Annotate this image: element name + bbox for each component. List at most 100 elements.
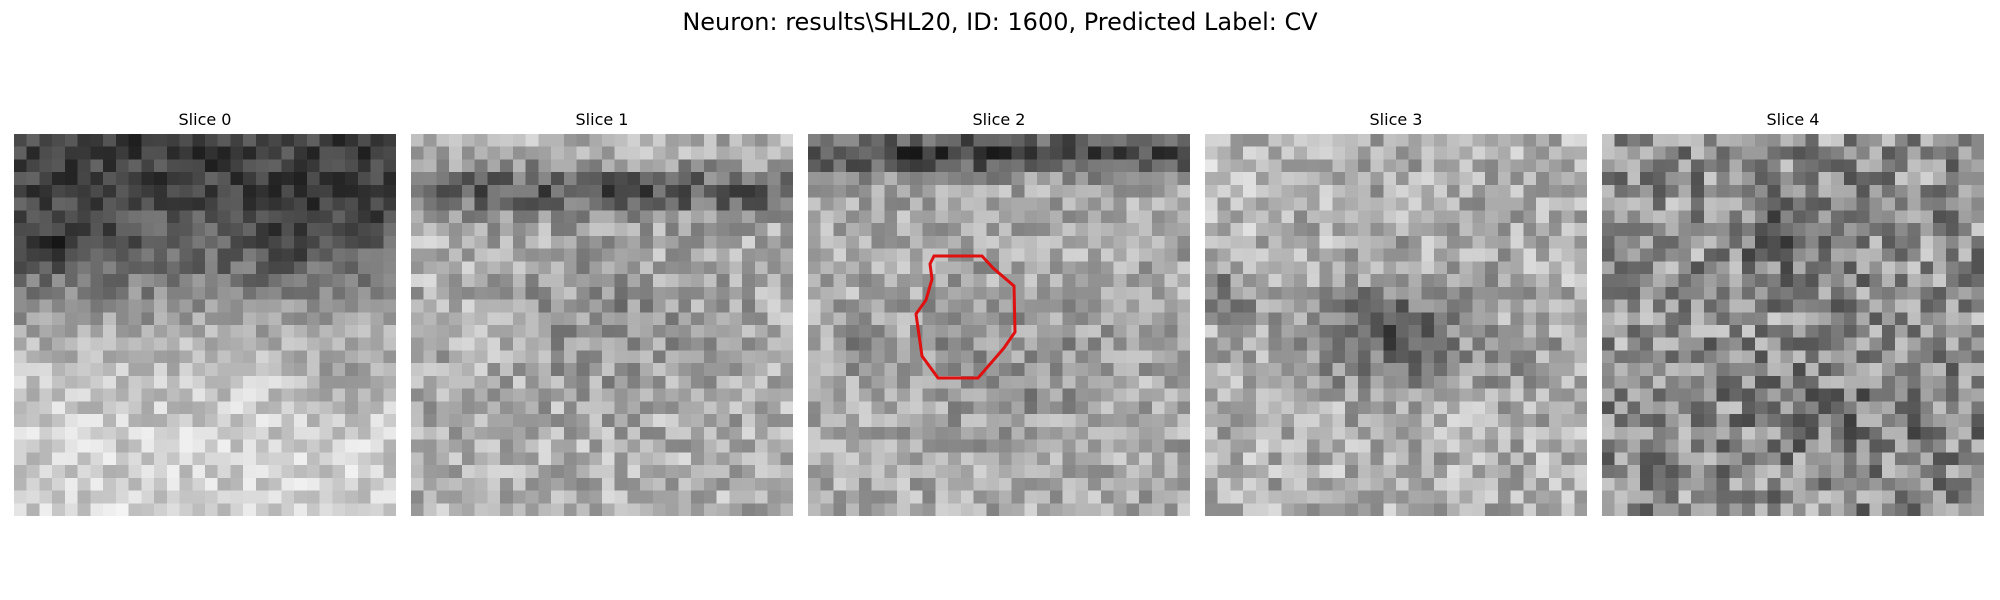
pixel <box>1856 350 1870 364</box>
pixel <box>1230 274 1244 288</box>
pixel <box>1933 134 1947 147</box>
pixel <box>1177 184 1190 198</box>
pixel <box>1408 248 1422 262</box>
pixel <box>1472 184 1486 198</box>
pixel <box>665 223 679 237</box>
pixel <box>1627 465 1641 479</box>
pixel <box>357 503 371 516</box>
pixel <box>1075 401 1089 415</box>
pixel <box>871 337 885 351</box>
pixel <box>1640 261 1654 275</box>
pixel <box>1408 350 1422 364</box>
pixel <box>652 439 666 453</box>
pixel <box>1754 388 1768 402</box>
pixel <box>103 235 117 249</box>
pixel <box>90 477 104 491</box>
pixel <box>563 210 577 224</box>
pixel <box>1062 452 1076 466</box>
pixel <box>179 452 193 466</box>
pixel <box>1357 337 1371 351</box>
pixel <box>1037 134 1051 147</box>
pixel <box>141 286 155 300</box>
pixel <box>1421 388 1435 402</box>
pixel <box>691 401 705 415</box>
pixel <box>960 503 974 516</box>
pixel <box>652 465 666 479</box>
pixel <box>1894 210 1908 224</box>
pixel <box>1716 388 1730 402</box>
pixel <box>820 274 834 288</box>
pixel <box>703 248 717 262</box>
pixel <box>986 465 1000 479</box>
pixel <box>1049 452 1063 466</box>
pixel <box>1716 159 1730 173</box>
pixel <box>525 184 539 198</box>
pixel <box>1793 414 1806 428</box>
pixel <box>1627 261 1641 275</box>
pixel <box>576 426 590 440</box>
pixel <box>986 490 1000 504</box>
pixel <box>1255 184 1269 198</box>
pixel <box>563 388 577 402</box>
pixel <box>640 350 654 364</box>
pixel <box>1945 184 1959 198</box>
pixel <box>652 401 666 415</box>
pixel <box>1971 146 1984 160</box>
pixel <box>1485 134 1499 147</box>
pixel <box>1396 465 1409 479</box>
pixel <box>243 401 257 415</box>
pixel <box>1523 248 1537 262</box>
pixel <box>77 388 91 402</box>
pixel <box>1652 286 1666 300</box>
pixel <box>39 286 53 300</box>
pixel <box>411 134 424 147</box>
pixel <box>423 375 437 389</box>
pixel <box>1882 235 1896 249</box>
pixel <box>780 375 793 389</box>
pixel <box>128 375 142 389</box>
pixel <box>115 375 129 389</box>
pixel <box>665 439 679 453</box>
pixel <box>1037 350 1051 364</box>
pixel <box>1818 248 1832 262</box>
pixel <box>14 286 27 300</box>
pixel <box>39 223 53 237</box>
pixel <box>1459 248 1473 262</box>
pixel <box>423 223 437 237</box>
pixel <box>268 274 282 288</box>
pixel <box>1703 350 1717 364</box>
pixel <box>846 401 860 415</box>
pixel <box>729 477 743 491</box>
pixel <box>1691 146 1705 160</box>
pixel <box>1805 337 1819 351</box>
pixel <box>884 414 898 428</box>
pixel <box>487 477 501 491</box>
pixel <box>103 197 117 211</box>
pixel <box>1856 465 1870 479</box>
pixel <box>1485 490 1499 504</box>
pixel <box>1408 286 1422 300</box>
pixel <box>1742 261 1756 275</box>
pixel <box>1485 184 1499 198</box>
pixel <box>179 388 193 402</box>
pixel <box>897 426 911 440</box>
pixel <box>897 401 911 415</box>
pixel <box>383 184 396 198</box>
pixel <box>1205 375 1218 389</box>
pixel <box>1614 414 1628 428</box>
pixel <box>1856 312 1870 326</box>
pixel <box>243 159 257 173</box>
pixel <box>1217 274 1231 288</box>
pixel <box>1716 414 1730 428</box>
pixel <box>243 299 257 313</box>
pixel <box>179 172 193 186</box>
pixel <box>525 210 539 224</box>
pixel <box>103 350 117 364</box>
pixel <box>729 414 743 428</box>
pixel <box>986 426 1000 440</box>
pixel <box>1281 337 1295 351</box>
pixel <box>1793 325 1806 338</box>
pixel <box>1627 134 1641 147</box>
pixel <box>1217 235 1231 249</box>
pixel <box>525 337 539 351</box>
